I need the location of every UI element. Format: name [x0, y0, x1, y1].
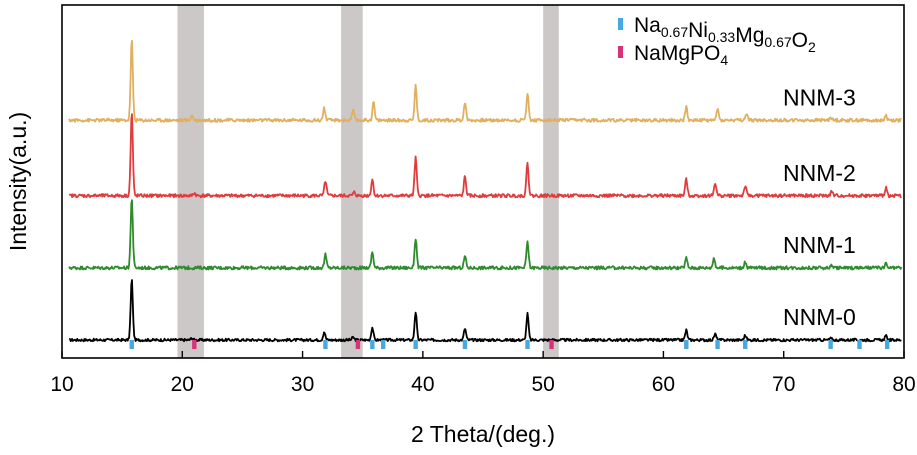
- shaded-region-0: [177, 5, 204, 358]
- x-tick-label-80: 80: [892, 373, 915, 396]
- marker-na0-67ni0-33mg0-67o2-6: [525, 340, 530, 349]
- series-line-nnm-1: [68, 199, 903, 271]
- series-layer: [68, 39, 903, 343]
- x-tick-label-30: 30: [291, 373, 314, 396]
- y-axis-title: Intensity(a.u.): [5, 112, 31, 251]
- x-tick-label-50: 50: [531, 373, 554, 396]
- series-label-nnm-1: NNM-1: [783, 232, 856, 258]
- x-tick-label-40: 40: [411, 373, 434, 396]
- marker-namgpo4-0: [192, 340, 197, 349]
- marker-namgpo4-1: [355, 340, 361, 349]
- x-tick-label-70: 70: [772, 373, 795, 396]
- reference-markers: [129, 340, 890, 349]
- marker-na0-67ni0-33mg0-67o2-11: [857, 340, 862, 349]
- legend-label-namgpo4: NaMgPO4: [634, 42, 728, 68]
- series-label-nnm-3: NNM-3: [783, 84, 856, 110]
- x-axis-title: 2 Theta/(deg.): [411, 421, 555, 447]
- x-tick-label-10: 10: [50, 373, 73, 396]
- shaded-region-2: [543, 5, 559, 358]
- marker-na0-67ni0-33mg0-67o2-8: [715, 340, 720, 349]
- plot-frame: [61, 4, 905, 359]
- series-line-nnm-0: [69, 279, 902, 343]
- marker-na0-67ni0-33mg0-67o2-5: [462, 340, 468, 349]
- marker-na0-67ni0-33mg0-67o2-2: [370, 340, 375, 349]
- marker-namgpo4-2: [549, 340, 554, 349]
- series-line-nnm-3: [68, 39, 902, 123]
- series-line-nnm-2: [68, 113, 902, 199]
- series-label-nnm-2: NNM-2: [783, 160, 856, 186]
- shaded-region-1: [341, 5, 363, 358]
- series-label-nnm-0: NNM-0: [783, 304, 856, 330]
- marker-na0-67ni0-33mg0-67o2-3: [380, 340, 386, 349]
- marker-na0-67ni0-33mg0-67o2-1: [323, 340, 328, 349]
- marker-na0-67ni0-33mg0-67o2-9: [743, 340, 748, 349]
- shaded-regions: [177, 5, 559, 358]
- marker-na0-67ni0-33mg0-67o2-10: [828, 340, 833, 349]
- marker-na0-67ni0-33mg0-67o2-4: [413, 340, 418, 349]
- x-axis-ticks: 10 20 30 40 50 60 70 80: [50, 351, 916, 396]
- legend-label-na0-67ni0-33mg0-67o2: Na0.67Ni0.33Mg0.67O2: [634, 14, 816, 55]
- marker-na0-67ni0-33mg0-67o2-7: [684, 340, 689, 349]
- marker-na0-67ni0-33mg0-67o2-0: [129, 340, 134, 349]
- legend-swatch-na0-67ni0-33mg0-67o2: [618, 18, 623, 30]
- x-tick-label-20: 20: [171, 373, 194, 396]
- series-labels: NNM-0 NNM-1 NNM-2 NNM-3: [783, 84, 856, 330]
- x-tick-label-60: 60: [652, 373, 675, 396]
- marker-na0-67ni0-33mg0-67o2-12: [884, 340, 890, 349]
- legend-swatch-namgpo4: [618, 46, 623, 58]
